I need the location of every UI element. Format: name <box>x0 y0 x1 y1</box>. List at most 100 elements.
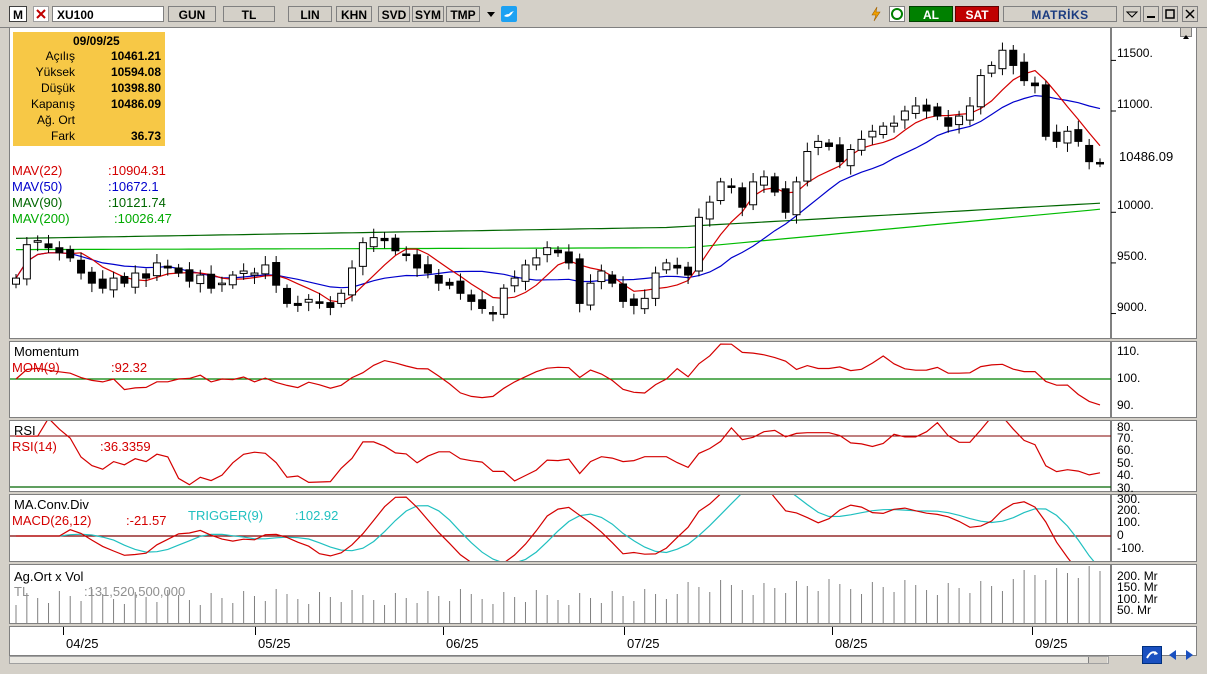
candle-body <box>694 216 703 272</box>
candle-body <box>142 273 151 279</box>
toolbar-button-tl[interactable]: TL <box>223 6 275 22</box>
macd-chart[interactable] <box>10 495 1196 561</box>
sell-button[interactable]: SAT <box>955 6 999 22</box>
toolbar-button-khn[interactable]: KHN <box>336 6 372 22</box>
maximize-icon[interactable] <box>1162 6 1178 22</box>
ma-legend-value: :10672.1 <box>108 179 159 194</box>
momentum-line <box>15 343 1101 406</box>
toolbar-button-tmp[interactable]: TMP <box>446 6 480 22</box>
horizontal-scrollbar[interactable] <box>9 656 1109 664</box>
momentum-label: MOM(9) <box>12 360 60 375</box>
candle-body <box>532 257 541 266</box>
macd-pane[interactable] <box>9 494 1197 562</box>
candle-body <box>423 264 432 274</box>
ma22-line <box>15 69 1101 303</box>
candle-body <box>131 272 140 288</box>
candle-body <box>803 151 812 182</box>
price-chart-pane[interactable] <box>9 27 1197 339</box>
candle-body <box>358 242 367 267</box>
twitter-icon[interactable] <box>501 6 517 22</box>
candle-body <box>250 272 259 276</box>
candle-body <box>261 264 270 275</box>
y-axis-tick: -100. <box>1117 541 1145 555</box>
momentum-pane[interactable] <box>9 341 1197 418</box>
candle-body <box>22 244 31 280</box>
macd-label: MACD(26,12) <box>12 513 92 528</box>
info-row-value: 36.73 <box>130 129 161 143</box>
candle-body <box>933 106 942 117</box>
candle-body <box>1096 161 1104 165</box>
toolbar-button-sym[interactable]: SYM <box>412 6 444 22</box>
y-axis-tick: 11000. <box>1117 97 1153 111</box>
dropdown-icon[interactable] <box>1123 6 1141 22</box>
ma-legend-value: :10026.47 <box>114 211 172 226</box>
y-axis-tick: 200. Mr <box>1117 569 1158 583</box>
dropdown-icon[interactable] <box>483 6 499 22</box>
ma-legend-value: :10904.31 <box>108 163 166 178</box>
logo-button[interactable]: M <box>9 6 27 22</box>
scroll-left-icon[interactable] <box>1166 648 1180 662</box>
macd-trigger-line <box>16 495 1095 561</box>
y-axis-tick: 80. <box>1117 420 1134 434</box>
momentum-chart[interactable] <box>10 342 1196 417</box>
scroll-up-icon[interactable] <box>1180 27 1192 39</box>
y-axis-tick: 10000. <box>1117 198 1154 212</box>
x-axis-month-label: 04/25 <box>66 636 99 651</box>
ma-legend-value: :10121.74 <box>108 195 166 210</box>
rsi-pane[interactable] <box>9 420 1197 492</box>
candle-body <box>326 302 335 308</box>
scrollbar-thumb[interactable] <box>1088 657 1107 663</box>
candle-body <box>781 188 790 213</box>
rsi-chart[interactable] <box>10 421 1196 491</box>
scroll-right-icon[interactable] <box>1182 648 1196 662</box>
ma-legend-name: MAV(200) <box>12 211 70 226</box>
toolbar-button-gun[interactable]: GUN <box>168 6 216 22</box>
candle-body <box>640 297 649 310</box>
connection-icon[interactable] <box>889 6 905 22</box>
candle-body <box>1041 84 1050 137</box>
candle-body <box>575 258 584 304</box>
x-axis-month-label: 07/25 <box>627 636 660 651</box>
candle-body <box>749 181 758 206</box>
scroll-sync-icon[interactable] <box>1142 646 1162 664</box>
candle-body <box>1063 130 1072 144</box>
candle-body <box>109 277 118 291</box>
candle-body <box>705 201 714 220</box>
ma90-line <box>15 202 1101 239</box>
x-axis-tick-mark <box>63 627 64 635</box>
candle-body <box>228 274 237 286</box>
volume-pane[interactable] <box>9 564 1197 624</box>
candle-body <box>759 176 768 186</box>
candle-body <box>499 287 508 315</box>
candle-body <box>586 282 595 306</box>
rsi-title: RSI <box>14 423 36 438</box>
price-chart[interactable] <box>10 28 1196 338</box>
symbol-field[interactable]: XU100 <box>52 6 164 22</box>
info-row-label: Düşük <box>40 81 75 95</box>
candle-body <box>1030 82 1039 87</box>
candle-body <box>391 237 400 252</box>
ma-legend-name: MAV(22) <box>12 163 63 178</box>
candle-body <box>33 240 42 243</box>
volume-value: :131,520,500,000 <box>84 584 186 599</box>
info-row-label: Fark <box>51 129 75 143</box>
buy-button[interactable]: AL <box>909 6 953 22</box>
toolbar-button-lin[interactable]: LIN <box>288 6 332 22</box>
momentum-value: :92.32 <box>111 360 148 375</box>
candle-body <box>814 140 823 148</box>
macd-title: MA.Conv.Div <box>14 497 89 512</box>
candle-body <box>217 282 226 286</box>
close-icon[interactable] <box>1182 6 1198 22</box>
candle-body <box>684 266 693 276</box>
lightning-icon[interactable] <box>868 6 884 22</box>
minimize-icon[interactable] <box>1143 6 1159 22</box>
candle-body <box>727 185 736 188</box>
candle-body <box>196 274 205 285</box>
candle-body <box>770 176 779 193</box>
candle-body <box>120 275 129 284</box>
toolbar-button-svd[interactable]: SVD <box>378 6 410 22</box>
x-axis-month-label: 09/25 <box>1035 636 1068 651</box>
candle-body <box>1020 61 1029 82</box>
refresh-icon[interactable] <box>33 6 49 22</box>
volume-chart[interactable] <box>10 565 1196 623</box>
